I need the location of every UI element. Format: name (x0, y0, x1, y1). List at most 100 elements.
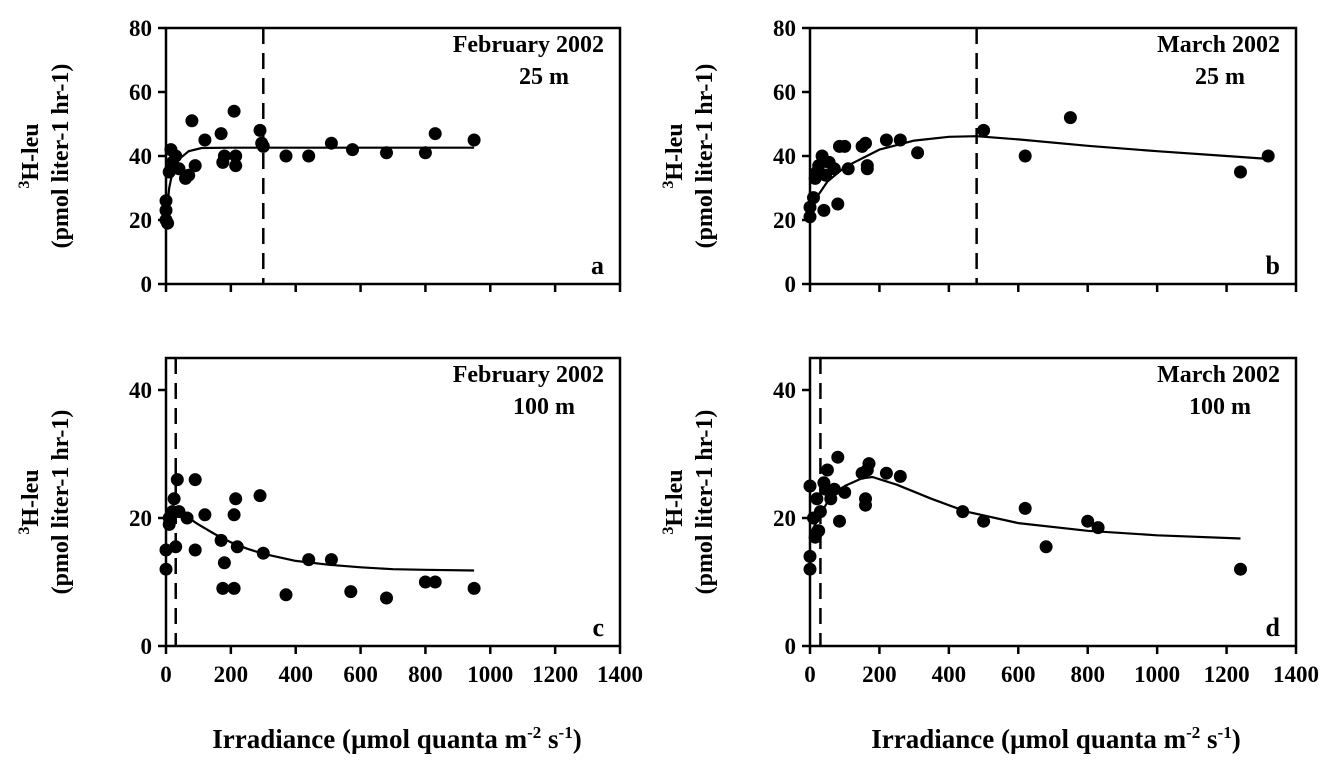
data-point (418, 575, 432, 589)
x-tick-label: 400 (932, 662, 967, 687)
panel-subtitle: 100 m (513, 394, 575, 420)
x-tick-label: 200 (862, 662, 897, 687)
y-axis-label-text: H-leu (18, 123, 44, 180)
x-tick-label: 800 (1070, 662, 1105, 687)
y-axis-label-line1: 3H-leu (16, 123, 44, 188)
data-point (217, 149, 231, 163)
data-point (159, 562, 173, 576)
data-point (1234, 562, 1247, 576)
x-tick-label: 1000 (1134, 662, 1180, 687)
data-point (1081, 514, 1095, 528)
panel-letter: c (592, 613, 604, 642)
y-tick-label: 80 (773, 16, 796, 41)
data-point (879, 133, 893, 147)
data-point (279, 588, 293, 602)
data-point (467, 133, 481, 147)
data-point (256, 546, 270, 560)
data-point (169, 540, 183, 554)
data-point (380, 591, 393, 605)
panel-letter: b (1266, 251, 1280, 280)
data-point (1039, 540, 1053, 554)
data-point (1261, 149, 1275, 163)
data-point (827, 162, 841, 176)
data-point (859, 492, 872, 506)
y-axis-label-line2: (pmol liter-1 hr-1) (48, 64, 74, 249)
y-tick-label: 0 (785, 272, 797, 297)
data-point (817, 203, 831, 217)
y-axis-label-superscript: 3 (16, 527, 33, 535)
data-point (879, 466, 893, 480)
data-point (467, 581, 481, 595)
data-point (279, 149, 293, 163)
x-tick-label: 1200 (532, 662, 578, 687)
data-point (428, 575, 442, 589)
data-point (831, 197, 845, 211)
data-point (172, 162, 186, 176)
data-point (1018, 501, 1032, 515)
data-point (216, 581, 230, 595)
data-point (833, 514, 846, 528)
data-point (893, 469, 907, 483)
data-point (159, 194, 173, 208)
fit-curve (164, 146, 475, 221)
y-axis-label-line1: 3H-leu (16, 469, 44, 534)
panel-subtitle: 100 m (1189, 394, 1251, 420)
data-point (227, 508, 241, 522)
y-tick-label: 40 (773, 378, 796, 403)
y-axis-label-text: H-leu (662, 469, 688, 526)
data-point (803, 210, 817, 224)
data-point (229, 159, 243, 173)
x-tick-label: 200 (214, 662, 249, 687)
data-point (256, 139, 270, 153)
data-point (198, 133, 212, 147)
plot-frame (808, 356, 1298, 648)
data-point (911, 146, 925, 160)
x-tick-label: 400 (278, 662, 313, 687)
x-tick-label: 0 (804, 662, 816, 687)
y-axis-label-line2: (pmol liter-1 hr-1) (692, 410, 718, 595)
fit-curve (808, 135, 1272, 215)
x-tick-label: 600 (1001, 662, 1036, 687)
panel-title: February 2002 (453, 362, 604, 388)
x-tick-label: 600 (343, 662, 378, 687)
data-point (214, 533, 228, 547)
data-point (803, 562, 817, 576)
data-point (838, 139, 852, 153)
data-point (803, 479, 817, 493)
data-point (302, 149, 316, 163)
data-point (253, 489, 267, 503)
x-tick-label: 1200 (1204, 662, 1250, 687)
data-point (820, 463, 834, 477)
data-point (159, 203, 173, 217)
panel-title: February 2002 (453, 32, 604, 58)
y-tick-label: 60 (129, 80, 152, 105)
data-point (893, 133, 907, 147)
data-point (180, 511, 194, 525)
x-tick-label: 1400 (597, 662, 643, 687)
panel-letter: d (1266, 613, 1281, 642)
data-point (831, 450, 845, 464)
data-point (812, 524, 826, 538)
data-point (1091, 521, 1105, 535)
y-tick-label: 60 (773, 80, 796, 105)
x-tick-label: 800 (408, 662, 443, 687)
x-axis-label-left: Irradiance (µmol quanta m-2 s-1) (212, 723, 581, 754)
data-point (302, 553, 316, 567)
data-point (344, 585, 358, 599)
data-point (217, 556, 231, 570)
data-point (198, 508, 212, 522)
panel-title: March 2002 (1157, 362, 1280, 388)
data-point (838, 485, 852, 499)
data-point (956, 505, 970, 519)
data-point (803, 549, 817, 563)
data-point (188, 159, 202, 173)
data-point (161, 216, 175, 230)
x-tick-label: 1400 (1273, 662, 1319, 687)
y-axis-label-line2: (pmol liter-1 hr-1) (48, 410, 74, 595)
data-point (859, 136, 872, 150)
y-tick-label: 0 (785, 634, 797, 659)
plot-frame (164, 356, 622, 648)
